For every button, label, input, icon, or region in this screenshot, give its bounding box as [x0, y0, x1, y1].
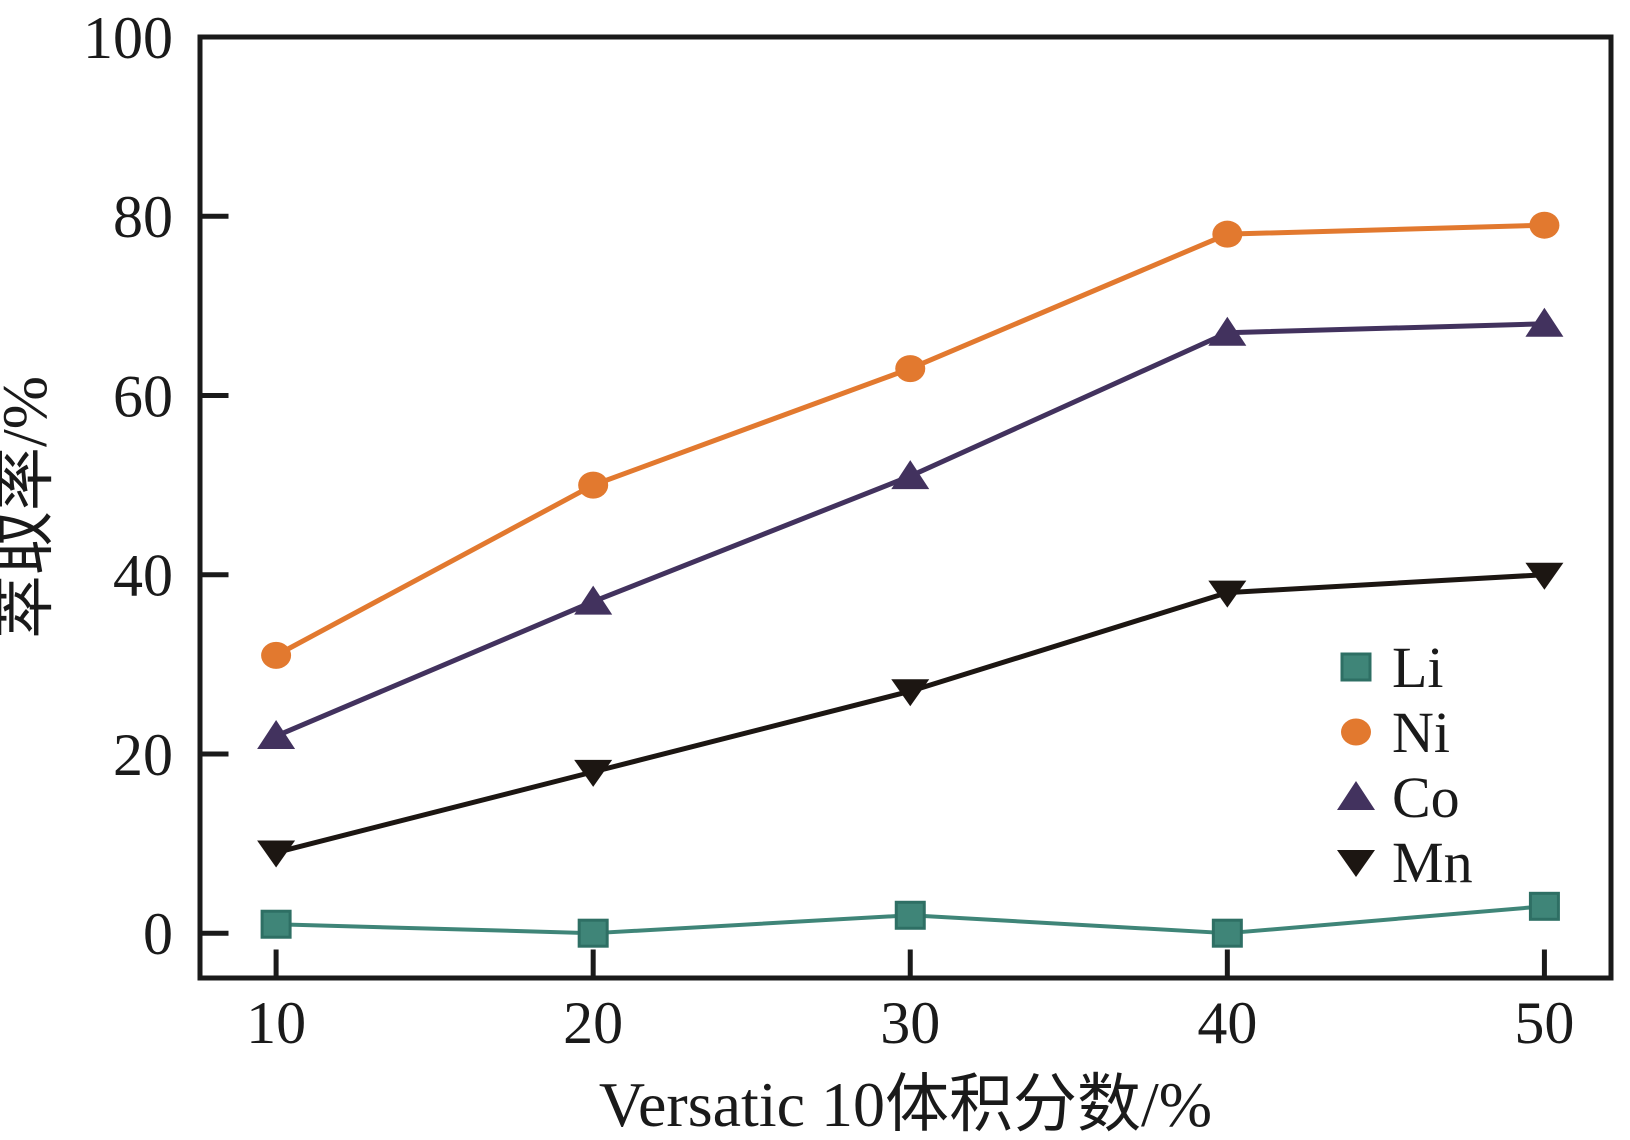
y-tick-label: 60 — [113, 363, 173, 429]
series-marker-Ni — [1212, 220, 1243, 248]
legend-marker-Li — [1340, 652, 1372, 682]
y-tick-label: 80 — [113, 184, 173, 250]
series-marker-Co — [574, 585, 613, 615]
x-tick-label: 40 — [1197, 990, 1257, 1056]
y-tick-label: 20 — [113, 722, 173, 788]
series-marker-Mn — [574, 759, 613, 787]
series-marker-Co — [1208, 316, 1247, 346]
series-marker-Mn — [257, 840, 296, 868]
legend-marker-Co — [1337, 781, 1375, 810]
series-marker-Co — [1525, 307, 1564, 337]
series-marker-Li — [577, 918, 609, 948]
series-marker-Mn — [891, 679, 930, 707]
y-axis-title: 萃取率/% — [0, 376, 60, 639]
series-marker-Ni — [895, 355, 926, 383]
legend-label-Ni: Ni — [1392, 700, 1450, 765]
legend-marker-Mn — [1337, 850, 1375, 877]
legend-label-Li: Li — [1392, 635, 1444, 700]
series-marker-Li — [260, 909, 292, 939]
y-tick-label: 100 — [83, 5, 173, 71]
series-marker-Ni — [578, 471, 609, 499]
y-tick-label: 0 — [143, 901, 173, 967]
plot-frame — [197, 34, 1614, 981]
y-tick-label: 40 — [113, 543, 173, 609]
series-marker-Co — [891, 460, 930, 490]
x-tick-label: 30 — [880, 990, 940, 1056]
legend-label-Mn: Mn — [1392, 830, 1473, 895]
series-marker-Mn — [1525, 562, 1564, 590]
series-marker-Ni — [261, 641, 292, 669]
x-axis-title: Versatic 10体积分数/% — [599, 1069, 1212, 1140]
series-marker-Li — [894, 900, 926, 930]
series-marker-Ni — [1529, 211, 1560, 239]
series-marker-Li — [1211, 918, 1243, 948]
x-tick-label: 20 — [563, 990, 623, 1056]
legend-label-Co: Co — [1392, 765, 1460, 830]
x-tick-label: 50 — [1514, 990, 1574, 1056]
series-marker-Mn — [1208, 580, 1247, 608]
series-marker-Li — [1528, 891, 1560, 921]
legend-marker-Ni — [1341, 718, 1371, 746]
series-marker-Co — [257, 720, 296, 750]
x-tick-label: 10 — [246, 990, 306, 1056]
